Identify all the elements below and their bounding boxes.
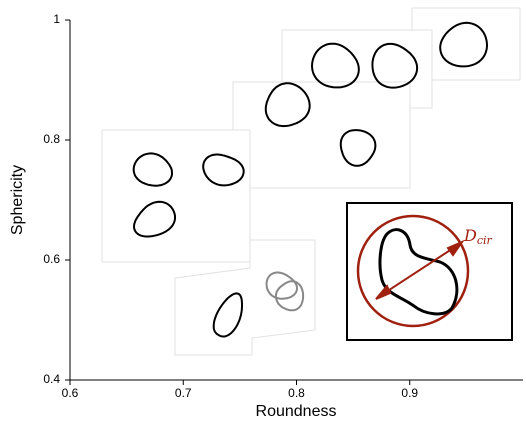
y-tick-label: 0.6	[43, 252, 60, 266]
inset-frame	[347, 203, 512, 340]
x-tick-label: 0.6	[62, 386, 79, 400]
label-subscript: cir	[477, 234, 493, 247]
y-tick-label: 0.8	[43, 132, 60, 146]
y-tick-label: 1	[53, 12, 60, 26]
y-axis-title: Sphericity	[9, 165, 26, 235]
label-main: D	[463, 226, 477, 245]
x-tick-label: 0.9	[401, 386, 418, 400]
x-tick-label: 0.7	[175, 386, 192, 400]
chart: Roundness Sphericity Dcir 0.6 0.7 0.8 0.9 0.…	[0, 0, 526, 425]
inset: Dcir	[347, 203, 512, 340]
y-tick-label: 0.4	[43, 372, 60, 386]
x-axis-title: Roundness	[256, 403, 337, 420]
panel	[233, 82, 410, 188]
x-tick-label: 0.8	[288, 386, 305, 400]
panel	[102, 130, 250, 262]
